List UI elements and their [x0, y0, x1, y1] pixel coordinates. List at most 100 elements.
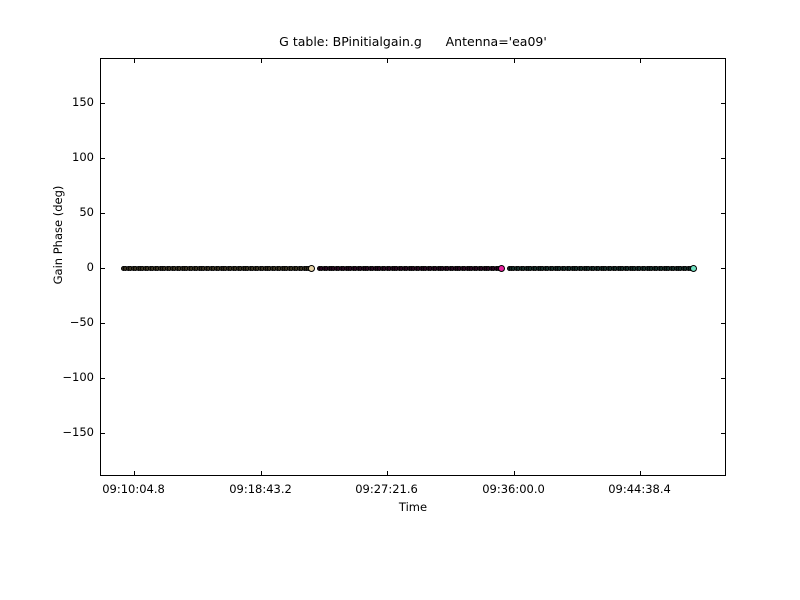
data-point: [296, 265, 302, 271]
data-point: [196, 265, 202, 271]
data-point: [160, 265, 165, 271]
x-tick-mark: [386, 471, 388, 476]
data-point: [586, 265, 592, 271]
data-point: [326, 265, 332, 271]
data-point: [358, 265, 364, 271]
data-point: [399, 265, 405, 271]
data-point: [306, 265, 312, 271]
data-point: [150, 265, 156, 271]
data-point: [316, 265, 322, 271]
data-point: [406, 265, 412, 271]
y-tick-mark: [100, 432, 105, 434]
data-point: [191, 265, 197, 271]
data-point: [404, 265, 410, 271]
data-point-endpoint: [689, 264, 697, 272]
data-point: [430, 265, 436, 271]
data-point: [593, 265, 599, 271]
data-point: [545, 265, 551, 271]
data-point: [661, 265, 667, 271]
data-point: [486, 265, 492, 271]
x-axis-label: Time: [398, 500, 428, 514]
data-point: [384, 265, 390, 271]
data-point: [396, 265, 402, 271]
y-tick-label: −150: [62, 424, 94, 439]
data-point: [538, 265, 544, 271]
data-point: [511, 265, 517, 271]
data-point: [206, 265, 212, 271]
data-point: [123, 265, 129, 271]
data-point: [678, 265, 684, 271]
data-point: [462, 265, 468, 271]
data-point: [639, 265, 645, 271]
data-point: [284, 265, 290, 271]
data-point: [571, 265, 577, 271]
y-tick-label: 50: [79, 204, 94, 219]
data-point: [579, 265, 585, 271]
data-point: [634, 265, 640, 271]
data-point: [174, 265, 180, 271]
data-point: [483, 265, 489, 271]
data-point: [488, 265, 494, 271]
data-point: [562, 265, 568, 271]
data-point: [391, 265, 397, 271]
data-point: [140, 265, 146, 271]
data-point: [625, 265, 631, 271]
data-point: [471, 265, 477, 271]
data-point: [379, 265, 385, 271]
data-point: [138, 265, 144, 271]
data-point: [319, 265, 325, 271]
data-point: [423, 265, 429, 271]
data-point: [264, 265, 270, 271]
data-series-1: [101, 59, 725, 475]
y-tick-label: 0: [86, 259, 94, 274]
data-point: [547, 265, 553, 271]
data-point: [588, 265, 594, 271]
y-tick-label: −50: [69, 314, 94, 329]
data-point: [286, 265, 292, 271]
x-tick-mark-top: [260, 58, 262, 63]
data-point: [622, 265, 628, 271]
data-point: [666, 265, 672, 271]
data-point: [508, 265, 514, 271]
data-point: [680, 265, 686, 271]
data-point: [164, 265, 170, 271]
plot-area: [101, 59, 725, 475]
data-point: [274, 265, 280, 271]
data-point: [189, 265, 195, 271]
data-point: [324, 265, 330, 271]
data-point: [464, 265, 470, 271]
data-point: [540, 265, 546, 271]
y-tick-mark: [100, 267, 105, 269]
x-tick-mark: [639, 471, 641, 476]
data-point: [353, 265, 359, 271]
data-point: [496, 265, 502, 271]
y-tick-mark-right: [721, 212, 726, 214]
data-point: [350, 265, 356, 271]
data-point: [554, 265, 560, 271]
data-point: [130, 265, 136, 271]
data-point: [152, 265, 158, 271]
data-point: [355, 265, 361, 271]
data-point: [518, 265, 524, 271]
data-point: [447, 265, 453, 271]
y-tick-mark: [100, 377, 105, 379]
data-point: [411, 265, 417, 271]
data-point: [603, 265, 609, 271]
data-point: [627, 265, 633, 271]
data-point: [303, 265, 309, 271]
data-point: [348, 265, 354, 271]
data-point: [620, 265, 626, 271]
data-point: [654, 265, 660, 271]
y-tick-label: 100: [72, 149, 94, 164]
data-point: [600, 265, 606, 271]
data-point: [157, 265, 163, 271]
data-point: [394, 265, 400, 271]
y-tick-mark-right: [721, 432, 726, 434]
data-point: [659, 265, 665, 271]
x-tick-label: 09:44:38.4: [608, 482, 671, 496]
data-point: [362, 265, 368, 271]
data-point: [341, 265, 347, 271]
data-point: [598, 265, 604, 271]
data-point-endpoint: [497, 264, 505, 272]
data-point: [542, 265, 548, 271]
